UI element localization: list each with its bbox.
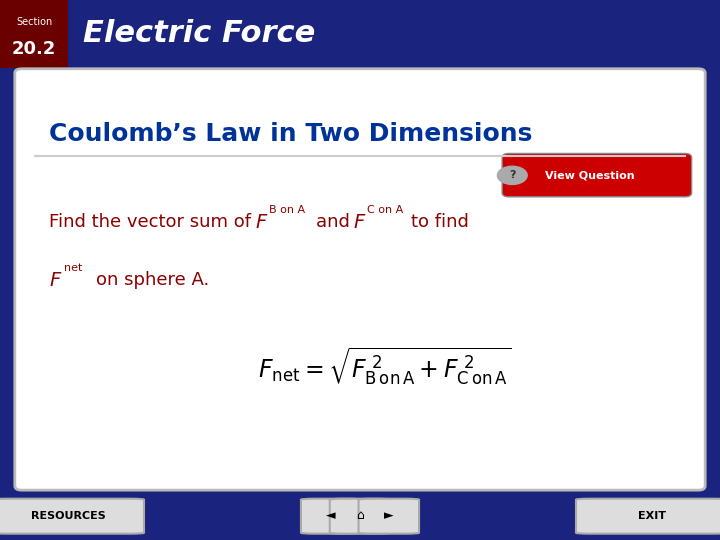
Text: EXIT: EXIT [638, 511, 665, 521]
Text: net: net [63, 263, 82, 273]
Text: C on A: C on A [366, 205, 403, 215]
Text: $\mathbf{\mathit{F}}$: $\mathbf{\mathit{F}}$ [49, 271, 62, 290]
Circle shape [498, 166, 527, 185]
FancyBboxPatch shape [330, 499, 390, 534]
Text: Find the vector sum of: Find the vector sum of [49, 213, 256, 231]
FancyBboxPatch shape [502, 153, 692, 197]
Text: and: and [316, 213, 356, 231]
Text: 20.2: 20.2 [12, 39, 56, 58]
Text: Coulomb’s Law in Two Dimensions: Coulomb’s Law in Two Dimensions [49, 123, 532, 146]
Text: $\mathbf{\mathit{F}}$: $\mathbf{\mathit{F}}$ [255, 213, 269, 232]
FancyBboxPatch shape [15, 69, 705, 490]
Text: ?: ? [509, 170, 516, 180]
Text: on sphere A.: on sphere A. [96, 271, 210, 289]
Text: to find: to find [410, 213, 469, 231]
FancyBboxPatch shape [301, 499, 361, 534]
Text: RESOURCES: RESOURCES [31, 511, 106, 521]
Text: Section: Section [16, 17, 53, 26]
Text: ⌂: ⌂ [356, 509, 364, 522]
FancyBboxPatch shape [359, 499, 419, 534]
FancyBboxPatch shape [0, 499, 144, 534]
Text: Electric Force: Electric Force [83, 19, 315, 48]
Text: ◄: ◄ [326, 509, 336, 522]
Text: $F_{\rm net} = \sqrt{F_{\rm B\,on\,A}^{\ 2}+F_{\rm C\,on\,A}^{\ 2}}$: $F_{\rm net} = \sqrt{F_{\rm B\,on\,A}^{\… [258, 346, 512, 388]
FancyBboxPatch shape [0, 0, 68, 68]
Text: $\mathbf{\mathit{F}}$: $\mathbf{\mathit{F}}$ [354, 213, 366, 232]
Text: B on A: B on A [269, 205, 305, 215]
Text: ►: ► [384, 509, 394, 522]
FancyBboxPatch shape [576, 499, 720, 534]
Text: View Question: View Question [545, 170, 635, 180]
